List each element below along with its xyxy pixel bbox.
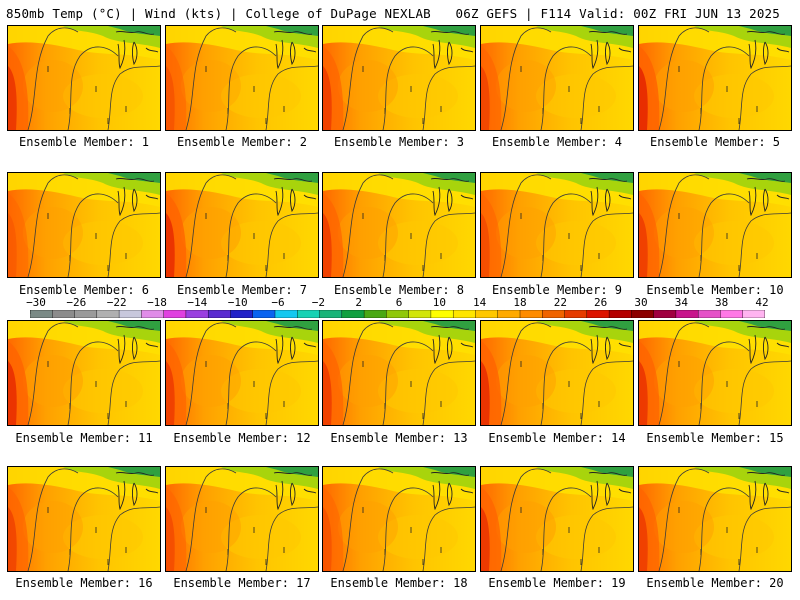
colorbar-segment [386, 310, 410, 318]
colorbar-tick-label: 26 [594, 296, 608, 309]
ensemble-member-label: Ensemble Member: 1 [18, 135, 150, 149]
colorbar-tick-label: −6 [271, 296, 285, 309]
colorbar-tick-label: 14 [473, 296, 487, 309]
colorbar-segment [74, 310, 98, 318]
ensemble-map-panel [165, 172, 319, 278]
colorbar-segment [118, 310, 143, 318]
ensemble-map-panel [322, 320, 476, 426]
colorbar-segment [742, 310, 765, 318]
ensemble-member-label: Ensemble Member: 17 [173, 576, 311, 590]
colorbar-tick-label: 22 [553, 296, 567, 309]
colorbar-segment [653, 310, 677, 318]
colorbar-segment [163, 310, 187, 318]
ensemble-map-panel [480, 25, 634, 131]
colorbar-tick-label: −10 [227, 296, 248, 309]
colorbar-tick-label: 34 [674, 296, 688, 309]
ensemble-member-label: Ensemble Member: 20 [646, 576, 784, 590]
colorbar-tick-label: 6 [395, 296, 403, 309]
colorbar-tick-label: −30 [26, 296, 46, 309]
ensemble-member-label: Ensemble Member: 19 [488, 576, 626, 590]
ensemble-map-panel [165, 466, 319, 572]
colorbar-tick-label: −22 [106, 296, 127, 309]
colorbar-segment [207, 310, 232, 318]
ensemble-map-panel [638, 172, 792, 278]
ensemble-member-label: Ensemble Member: 11 [15, 431, 153, 445]
colorbar-segment [697, 310, 722, 318]
ensemble-member-label: Ensemble Member: 14 [488, 431, 626, 445]
ensemble-member-label: Ensemble Member: 15 [646, 431, 784, 445]
ensemble-member-label: Ensemble Member: 12 [173, 431, 311, 445]
colorbar-tick-label: 30 [634, 296, 648, 309]
colorbar-tick-label: −2 [311, 296, 325, 309]
ensemble-member-label: Ensemble Member: 5 [649, 135, 781, 149]
colorbar-segment [52, 310, 76, 318]
ensemble-map-panel [480, 172, 634, 278]
colorbar-segment [341, 310, 365, 318]
ensemble-member-label: Ensemble Member: 16 [15, 576, 153, 590]
ensemble-member-label: Ensemble Member: 9 [491, 283, 623, 297]
ensemble-member-label: Ensemble Member: 6 [18, 283, 150, 297]
ensemble-member-label: Ensemble Member: 13 [330, 431, 468, 445]
colorbar-tick-label: 10 [432, 296, 446, 309]
colorbar-tick-label: −14 [187, 296, 208, 309]
colorbar-segment [30, 310, 53, 318]
ensemble-member-label: Ensemble Member: 18 [330, 576, 468, 590]
ensemble-member-label: Ensemble Member: 8 [333, 283, 465, 297]
ensemble-member-label: Ensemble Member: 3 [333, 135, 465, 149]
colorbar-segment [675, 310, 699, 318]
colorbar-segment [564, 310, 588, 318]
temperature-colorbar [30, 310, 765, 318]
chart-title: 850mb Temp (°C) | Wind (kts) | College o… [6, 6, 431, 21]
colorbar-segment [141, 310, 165, 318]
ensemble-map-panel [480, 320, 634, 426]
ensemble-map-panel [7, 172, 161, 278]
colorbar-tick-label: −26 [66, 296, 87, 309]
colorbar-segment [274, 310, 298, 318]
colorbar-segment [297, 310, 321, 318]
colorbar-segment [720, 310, 744, 318]
colorbar-tick-label: 38 [715, 296, 729, 309]
ensemble-map-panel [480, 466, 634, 572]
ensemble-map-panel [638, 320, 792, 426]
colorbar-segment [519, 310, 543, 318]
ensemble-map-panel [638, 466, 792, 572]
colorbar-tick-label: 18 [513, 296, 527, 309]
ensemble-map-panel [322, 466, 476, 572]
colorbar-segment [96, 310, 120, 318]
ensemble-map-panel [165, 25, 319, 131]
colorbar-segment [542, 310, 566, 318]
ensemble-member-label: Ensemble Member: 2 [176, 135, 308, 149]
colorbar-segment [475, 310, 499, 318]
model-run-info: 06Z GEFS | F114 Valid: 00Z FRI JUN 13 20… [455, 6, 780, 21]
colorbar-segment [252, 310, 276, 318]
ensemble-map-panel [7, 25, 161, 131]
colorbar-segment [586, 310, 610, 318]
ensemble-map-panel [322, 25, 476, 131]
ensemble-map-panel [322, 172, 476, 278]
ensemble-member-label: Ensemble Member: 4 [491, 135, 623, 149]
colorbar-tick-label: −18 [147, 296, 167, 309]
ensemble-map-panel [165, 320, 319, 426]
colorbar-segment [363, 310, 388, 318]
ensemble-member-label: Ensemble Member: 7 [176, 283, 308, 297]
colorbar-tick-label: 2 [355, 296, 362, 309]
colorbar-segment [408, 310, 432, 318]
colorbar-segment [497, 310, 521, 318]
colorbar-segment [608, 310, 633, 318]
colorbar-tick-label: 42 [755, 296, 769, 309]
colorbar-segment [452, 310, 477, 318]
colorbar-segment [631, 310, 655, 318]
colorbar-tick-labels: −30 −26 −22 −18 −14 −10 −6 −2 2 6 10 14 18 22 26 30 34 38… [0, 296, 800, 309]
colorbar-segment [185, 310, 209, 318]
ensemble-map-panel [7, 466, 161, 572]
ensemble-member-label: Ensemble Member: 10 [646, 283, 784, 297]
ensemble-map-panel [7, 320, 161, 426]
colorbar-segment [230, 310, 254, 318]
colorbar-segment [319, 310, 343, 318]
ensemble-map-panel [638, 25, 792, 131]
colorbar-segment [430, 310, 454, 318]
